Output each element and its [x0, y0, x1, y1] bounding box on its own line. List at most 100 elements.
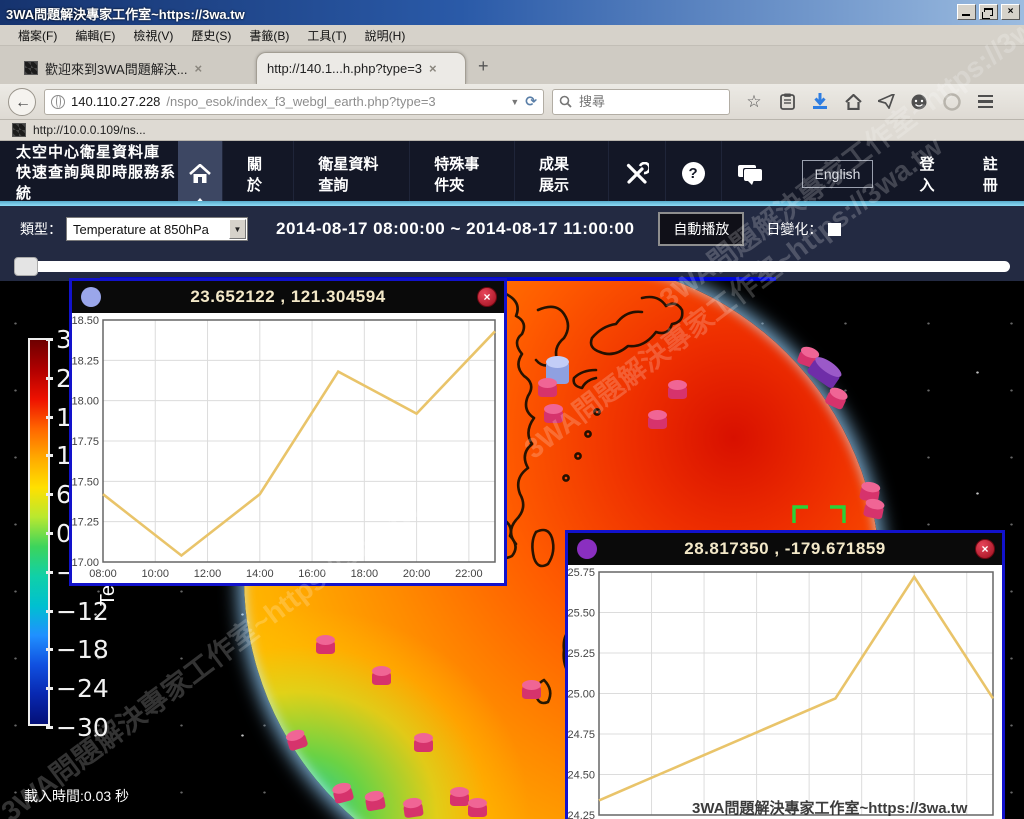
- pink-station-marker[interactable]: [668, 380, 687, 399]
- nav-home[interactable]: [177, 141, 222, 206]
- site-identity-icon[interactable]: [51, 94, 65, 109]
- bookmarks-panel-icon[interactable]: [777, 92, 797, 112]
- tab-active-earth[interactable]: http://140.1...h.php?type=3 ×: [256, 52, 466, 84]
- pocket-icon[interactable]: [942, 92, 962, 112]
- popup-close-button[interactable]: ×: [975, 539, 995, 559]
- popup-close-button[interactable]: ×: [477, 287, 497, 307]
- popup-coordinates-title: 23.652122 , 121.304594: [190, 287, 386, 306]
- url-bar[interactable]: 140.110.27.228 /nspo_esok/index_f3_webgl…: [44, 88, 544, 115]
- svg-text:10:00: 10:00: [142, 568, 170, 580]
- popup-header[interactable]: 23.652122 , 121.304594 ×: [72, 281, 504, 313]
- svg-text:18.50: 18.50: [72, 315, 99, 327]
- svg-text:18.25: 18.25: [72, 355, 99, 367]
- pink-station-marker[interactable]: [522, 680, 541, 699]
- pink-station-marker[interactable]: [450, 787, 469, 806]
- legend-axis-label: Te: [97, 585, 119, 607]
- svg-text:20:00: 20:00: [403, 568, 431, 580]
- svg-text:24.75: 24.75: [568, 729, 595, 741]
- restore-button[interactable]: [979, 4, 998, 20]
- pink-station-marker[interactable]: [372, 666, 391, 685]
- reload-icon[interactable]: ⟳: [525, 93, 537, 109]
- search-input[interactable]: [577, 93, 697, 110]
- menu-item[interactable]: 檢視(V): [133, 28, 174, 43]
- bookmark-favicon: [12, 123, 26, 137]
- feedback-icon[interactable]: [909, 92, 929, 112]
- chart-popup-1[interactable]: 23.652122 , 121.304594 × 17.00 17.25 17.50…: [69, 278, 507, 586]
- site-nav: 關於 衛星資料查詢 特殊事件夾 成果展示: [222, 141, 608, 206]
- nav-item[interactable]: 衛星資料查詢: [293, 141, 409, 206]
- pink-station-marker[interactable]: [316, 635, 335, 654]
- menu-item[interactable]: 編輯(E): [75, 28, 116, 43]
- tab-welcome[interactable]: 歡迎來到3WA問題解決... ×: [14, 52, 249, 84]
- type-select[interactable]: Temperature at 850hPa ▼: [66, 217, 248, 241]
- nav-help[interactable]: ?: [664, 141, 721, 206]
- pink-station-marker[interactable]: [538, 378, 557, 397]
- bookmark-item[interactable]: http://10.0.0.109/ns...: [33, 123, 146, 137]
- svg-text:17.75: 17.75: [72, 436, 99, 448]
- legend-tick: 0: [46, 519, 72, 548]
- window-titlebar[interactable]: Mozilla Firefox 3WA問題解決專家工作室~https://3wa…: [0, 0, 1024, 25]
- menu-item[interactable]: 檔案(F): [18, 28, 58, 43]
- autoplay-button[interactable]: 自動播放: [658, 212, 745, 246]
- pink-station-marker[interactable]: [648, 410, 667, 429]
- language-button[interactable]: English: [801, 159, 874, 188]
- minimize-icon: [962, 14, 970, 16]
- nav-tools[interactable]: [607, 141, 665, 206]
- control-bar: 類型： Temperature at 850hPa ▼ 2014-08-17 0…: [0, 206, 1024, 252]
- new-tab-button[interactable]: +: [478, 56, 489, 76]
- select-arrow-icon[interactable]: ▼: [229, 219, 246, 239]
- popup-header[interactable]: 28.817350 , -179.671859 ×: [568, 533, 1002, 565]
- timeline-row: [0, 252, 1024, 281]
- menu-item[interactable]: 書籤(B): [249, 28, 290, 43]
- download-icon[interactable]: [810, 92, 830, 112]
- selection-bracket: [792, 505, 846, 568]
- pink-station-marker[interactable]: [414, 733, 433, 752]
- svg-text:24.25: 24.25: [568, 810, 595, 819]
- tab-bar: 歡迎來到3WA問題解決... × http://140.1...h.php?ty…: [0, 46, 1024, 84]
- login-link[interactable]: 登入: [919, 155, 935, 194]
- menu-item[interactable]: 說明(H): [364, 28, 406, 43]
- send-tab-icon[interactable]: [876, 92, 896, 112]
- nav-item[interactable]: 特殊事件夾: [409, 141, 514, 206]
- back-button[interactable]: ←: [8, 87, 36, 116]
- tab-close-icon[interactable]: ×: [429, 61, 437, 76]
- register-link[interactable]: 註冊: [982, 155, 998, 194]
- bookmarks-bar: http://10.0.0.109/ns...: [0, 120, 1024, 141]
- chart-popup-2[interactable]: 28.817350 , -179.671859 × 24.25 24.50 24.7…: [565, 530, 1005, 819]
- popup-coordinates-title: 28.817350 , -179.671859: [684, 539, 886, 558]
- minimize-button[interactable]: [957, 4, 976, 20]
- svg-text:24.50: 24.50: [568, 770, 595, 782]
- home-icon: [188, 163, 211, 183]
- menu-item[interactable]: 歷史(S): [191, 28, 232, 43]
- search-icon: [559, 95, 572, 108]
- timeline-slider-track[interactable]: [14, 261, 1010, 272]
- timeline-slider-handle[interactable]: [14, 257, 38, 276]
- svg-text:17.50: 17.50: [72, 476, 99, 488]
- legend-tick: −30: [46, 713, 109, 742]
- daily-variation-checkbox[interactable]: [828, 222, 842, 236]
- daily-variation-label: 日變化：: [766, 221, 823, 237]
- tab-close-icon[interactable]: ×: [194, 60, 203, 76]
- bookmark-star-icon[interactable]: ☆: [746, 91, 762, 111]
- url-dropdown-icon[interactable]: ▼: [510, 96, 520, 107]
- help-icon: ?: [681, 162, 705, 185]
- window-title: Mozilla Firefox: [16, 10, 93, 22]
- nav-item[interactable]: 成果展示: [513, 141, 608, 206]
- nav-language: English: [778, 141, 898, 206]
- home-icon[interactable]: [843, 92, 863, 112]
- pink-station-marker[interactable]: [468, 798, 487, 817]
- nav-item[interactable]: 關於: [222, 141, 293, 206]
- pink-station-marker[interactable]: [544, 404, 563, 423]
- menu-icon[interactable]: [975, 92, 995, 112]
- svg-text:17.25: 17.25: [72, 517, 99, 529]
- url-path: /nspo_esok/index_f3_webgl_earth.php?type…: [166, 94, 436, 109]
- search-bar[interactable]: [552, 88, 730, 115]
- menu-item[interactable]: 工具(T): [307, 28, 347, 43]
- nav-messages[interactable]: [720, 141, 778, 206]
- close-button[interactable]: ×: [1001, 4, 1020, 20]
- site-logo[interactable]: 太空中心衛星資料庫 快速查詢與即時服務系統: [0, 141, 178, 206]
- url-host: 140.110.27.228: [71, 94, 161, 109]
- svg-text:08:00: 08:00: [89, 568, 117, 580]
- pink-station-marker[interactable]: [403, 802, 424, 819]
- svg-text:25.00: 25.00: [568, 689, 595, 701]
